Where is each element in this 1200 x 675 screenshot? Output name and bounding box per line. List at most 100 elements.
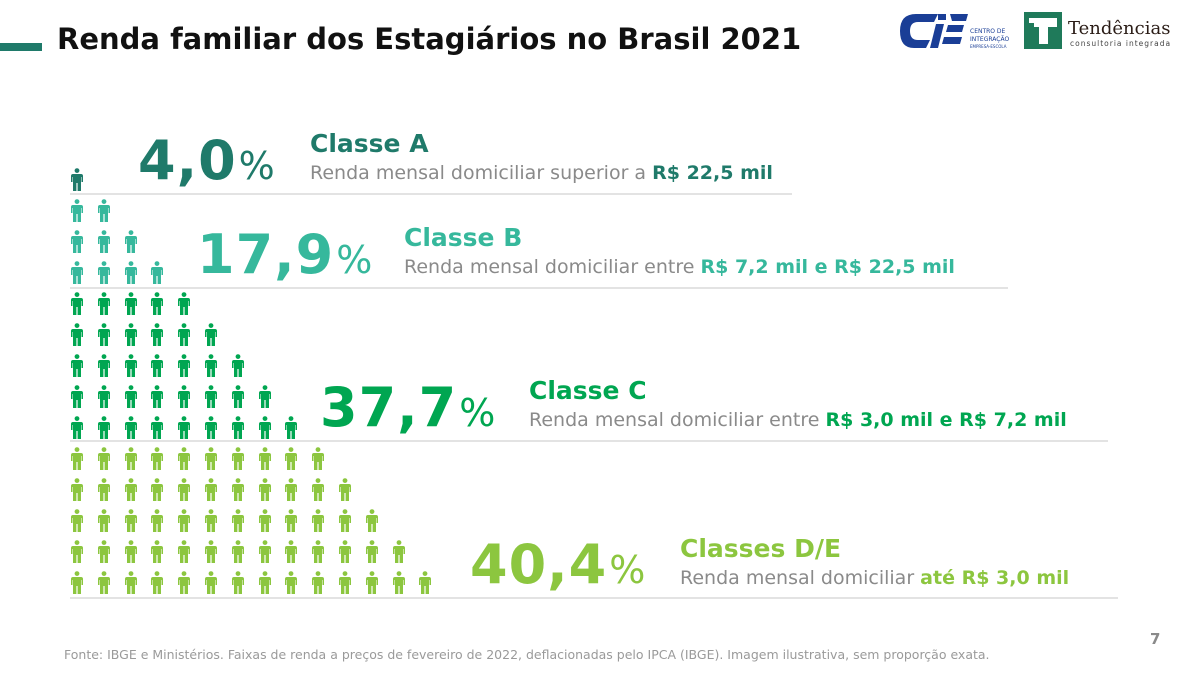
person-icon bbox=[124, 261, 138, 285]
person-icon bbox=[338, 571, 352, 595]
person-icon bbox=[124, 354, 138, 378]
person-icon bbox=[204, 447, 218, 471]
person-icon bbox=[97, 323, 111, 347]
percent-classe-de: 40,4% bbox=[470, 533, 647, 596]
person-icon bbox=[150, 323, 164, 347]
person-icon bbox=[311, 447, 325, 471]
person-icon bbox=[150, 509, 164, 533]
person-icon bbox=[204, 571, 218, 595]
person-icon bbox=[284, 540, 298, 564]
person-icon bbox=[177, 478, 191, 502]
person-icon bbox=[150, 416, 164, 440]
svg-text:CENTRO DE: CENTRO DE bbox=[970, 28, 1006, 35]
person-icon bbox=[177, 447, 191, 471]
person-icon bbox=[124, 509, 138, 533]
person-icon bbox=[177, 540, 191, 564]
person-icon bbox=[70, 385, 84, 409]
person-icon bbox=[258, 571, 272, 595]
person-icon bbox=[150, 292, 164, 316]
title-accent-bar bbox=[0, 43, 42, 51]
person-icon bbox=[258, 447, 272, 471]
person-icon bbox=[97, 199, 111, 223]
person-icon bbox=[70, 168, 84, 192]
person-icon bbox=[124, 323, 138, 347]
person-icon bbox=[97, 354, 111, 378]
person-icon bbox=[284, 509, 298, 533]
person-icon bbox=[204, 540, 218, 564]
person-icon bbox=[204, 323, 218, 347]
person-icon bbox=[204, 478, 218, 502]
person-icon bbox=[338, 540, 352, 564]
person-icon bbox=[392, 571, 406, 595]
person-icon bbox=[97, 447, 111, 471]
person-icon bbox=[124, 385, 138, 409]
page-number: 7 bbox=[1150, 630, 1161, 648]
person-icon bbox=[365, 509, 379, 533]
page-title: Renda familiar dos Estagiários no Brasil… bbox=[57, 22, 802, 56]
person-icon bbox=[150, 540, 164, 564]
svg-text:INTEGRAÇÃO: INTEGRAÇÃO bbox=[970, 36, 1009, 43]
person-icon bbox=[97, 385, 111, 409]
person-icon bbox=[124, 540, 138, 564]
person-icon bbox=[231, 478, 245, 502]
person-icon bbox=[311, 478, 325, 502]
person-icon bbox=[70, 540, 84, 564]
person-icon bbox=[70, 447, 84, 471]
person-icon bbox=[177, 385, 191, 409]
person-icon bbox=[311, 571, 325, 595]
label-classe-a: Classe A Renda mensal domiciliar superio… bbox=[310, 129, 773, 184]
logos: CENTRO DE INTEGRAÇÃO EMPRESA-ESCOLA Tend… bbox=[900, 12, 1171, 49]
ciee-logo: CENTRO DE INTEGRAÇÃO EMPRESA-ESCOLA bbox=[900, 14, 1009, 49]
person-icon bbox=[150, 354, 164, 378]
person-icon bbox=[392, 540, 406, 564]
person-icon bbox=[150, 447, 164, 471]
separator-classe-de bbox=[70, 597, 1118, 599]
person-icon bbox=[231, 416, 245, 440]
person-icon bbox=[284, 416, 298, 440]
person-icon bbox=[150, 571, 164, 595]
person-icon bbox=[70, 230, 84, 254]
separator-classe-b bbox=[70, 287, 1008, 289]
person-icon bbox=[70, 323, 84, 347]
separator-classe-c bbox=[70, 440, 1108, 442]
percent-classe-a: 4,0% bbox=[138, 129, 276, 192]
person-icon bbox=[258, 478, 272, 502]
person-icon bbox=[231, 385, 245, 409]
person-icon bbox=[70, 199, 84, 223]
person-icon bbox=[124, 292, 138, 316]
person-icon bbox=[365, 540, 379, 564]
person-icon bbox=[311, 509, 325, 533]
person-icon bbox=[150, 385, 164, 409]
person-icon bbox=[177, 416, 191, 440]
person-icon bbox=[97, 540, 111, 564]
person-icon bbox=[150, 478, 164, 502]
tendencias-logo: Tendências consultoria integrada bbox=[1024, 12, 1171, 49]
person-icon bbox=[204, 385, 218, 409]
person-icon bbox=[204, 354, 218, 378]
person-icon bbox=[97, 509, 111, 533]
person-icon bbox=[97, 292, 111, 316]
svg-text:Tendências: Tendências bbox=[1068, 18, 1170, 39]
person-icon bbox=[231, 540, 245, 564]
person-icon bbox=[70, 509, 84, 533]
person-icon bbox=[97, 416, 111, 440]
person-icon bbox=[70, 478, 84, 502]
person-icon bbox=[365, 571, 379, 595]
person-icon bbox=[97, 230, 111, 254]
person-icon bbox=[124, 230, 138, 254]
person-icon bbox=[97, 478, 111, 502]
svg-text:consultoria integrada: consultoria integrada bbox=[1070, 39, 1171, 48]
person-icon bbox=[231, 571, 245, 595]
person-icon bbox=[124, 416, 138, 440]
person-icon bbox=[231, 354, 245, 378]
person-icon bbox=[124, 447, 138, 471]
source-footnote: Fonte: IBGE e Ministérios. Faixas de ren… bbox=[64, 647, 990, 662]
person-icon bbox=[70, 354, 84, 378]
person-icon bbox=[70, 292, 84, 316]
percent-classe-c: 37,7% bbox=[320, 376, 497, 439]
person-icon bbox=[258, 540, 272, 564]
label-classe-de: Classes D/E Renda mensal domiciliar até … bbox=[680, 534, 1070, 589]
person-icon bbox=[124, 571, 138, 595]
person-icon bbox=[97, 571, 111, 595]
